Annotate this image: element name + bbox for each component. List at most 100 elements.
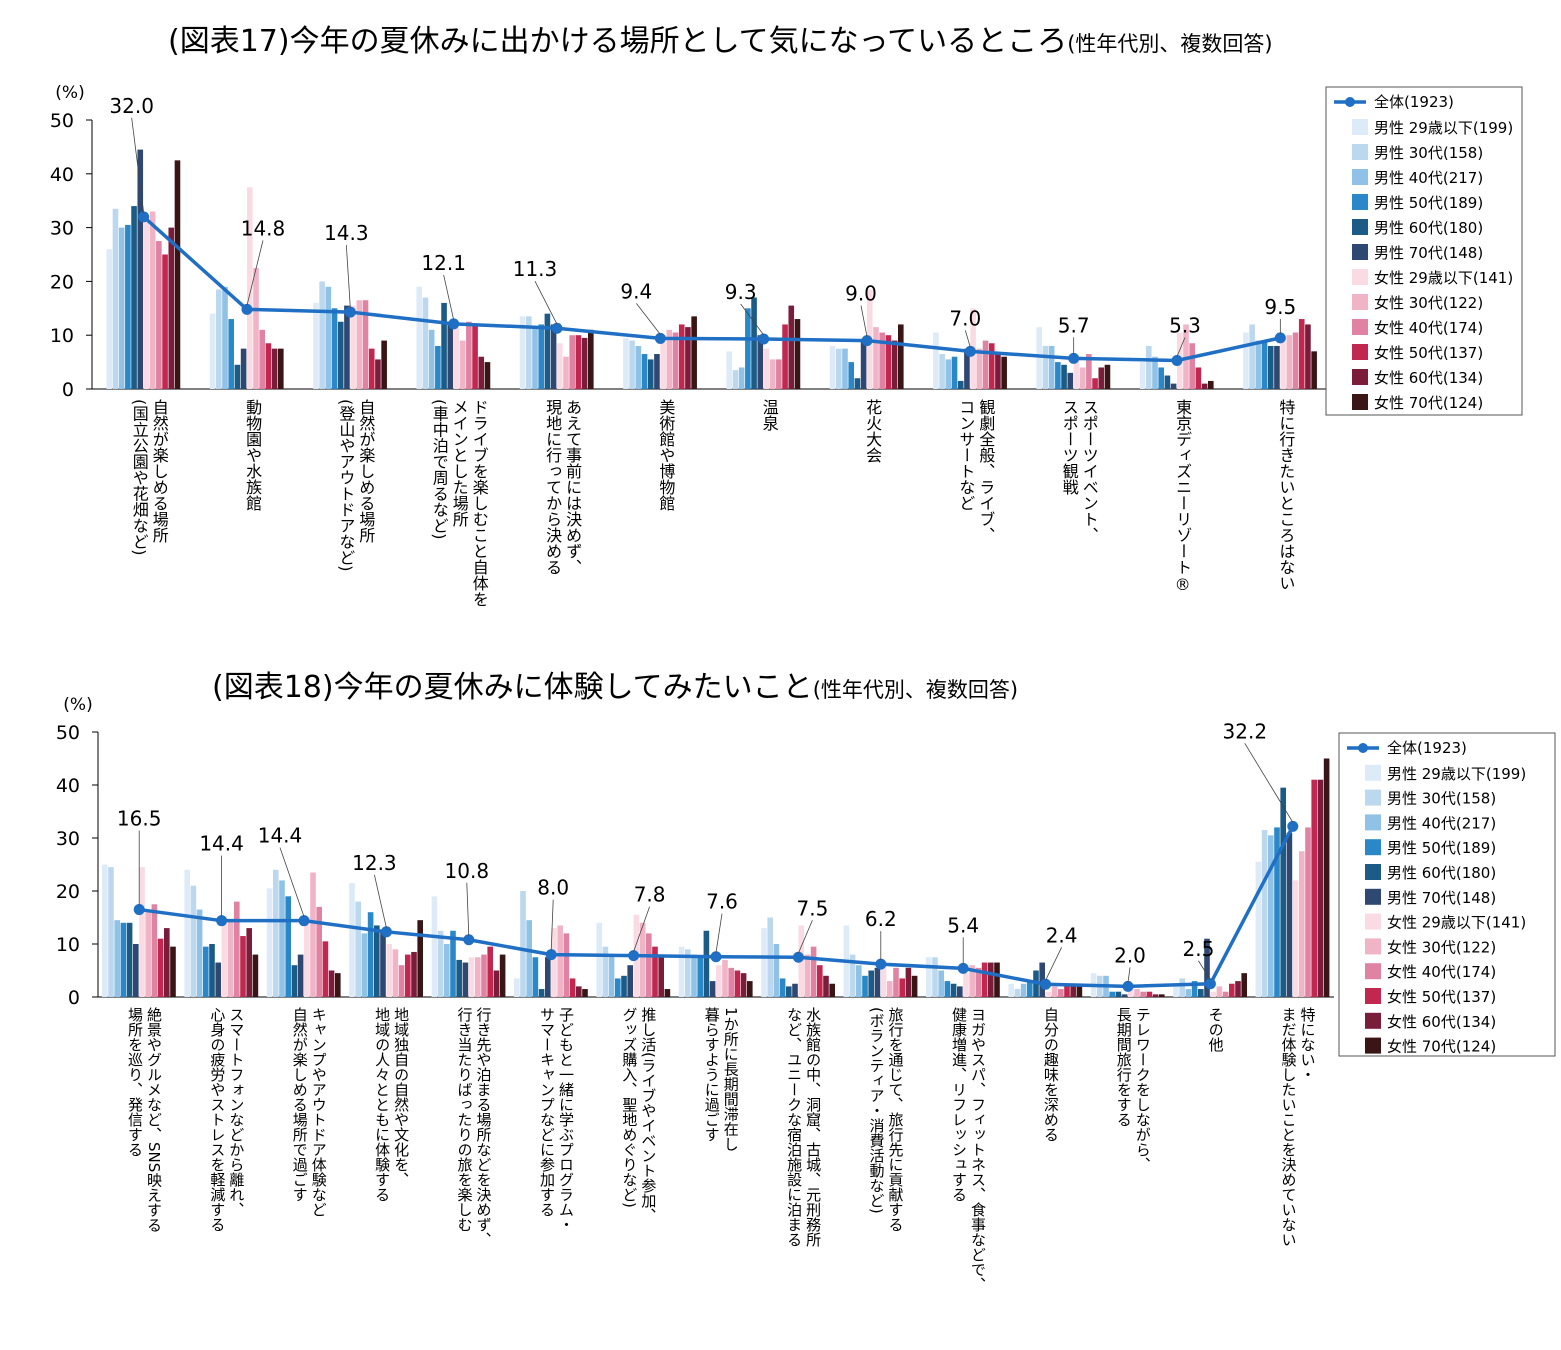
chart18-title: (図表18)今年の夏休みに体験してみたいこと(性年代別、複数回答) — [212, 662, 1018, 706]
chart17-bar — [629, 340, 635, 389]
chart18-bar — [240, 936, 246, 997]
chart17-legend-swatch — [1352, 394, 1368, 410]
chart18-bar — [926, 957, 932, 997]
chart18-bar — [709, 981, 716, 997]
chart18-bar — [1255, 861, 1262, 997]
chart18-bar — [1299, 851, 1305, 997]
chart18-category-label: 行き先や泊まる場所などを決めず、 — [475, 1007, 493, 1247]
chart18-leader-line — [374, 874, 387, 928]
chart18-bar — [468, 957, 475, 997]
chart18-plot: (%) 0 10 20 30 40 50 絶景やグルメなど、SNS映えする場所を巡り、発信する… — [56, 695, 1334, 1292]
chart17-total-point — [551, 322, 563, 334]
chart18-ytick-label: 50 — [56, 722, 80, 744]
chart18-bar — [722, 959, 728, 997]
chart17-bar — [265, 343, 272, 389]
chart17-legend-swatch — [1352, 169, 1368, 185]
chart17-bar — [435, 345, 441, 389]
chart18-bar — [133, 944, 139, 997]
chart18-bar — [190, 885, 197, 997]
chart18-bar — [950, 983, 957, 997]
chart17-bar — [1073, 356, 1080, 389]
chart17-legend-label: 男性 40代(217) — [1374, 169, 1483, 187]
chart17-category-label: 特に行きたいところはない — [1276, 399, 1295, 591]
chart17-legend-swatch — [1352, 294, 1368, 310]
chart17-legend-swatch — [1352, 219, 1368, 235]
chart18-bar — [664, 989, 671, 997]
chart17-legend-label: 女性 29歳以下(141) — [1374, 269, 1513, 287]
chart17-legend-label: 女性 50代(137) — [1374, 344, 1483, 362]
chart18-bar — [697, 957, 703, 997]
chart18-bar — [157, 938, 164, 997]
chart18-bar — [944, 981, 951, 997]
chart18-bar — [335, 973, 341, 997]
chart17-bar — [678, 324, 685, 389]
chart18-bar — [285, 896, 291, 997]
chart18-category-label: 地域独自の自然や文化を、 — [392, 1007, 410, 1187]
chart18-data-label: 2.5 — [1182, 937, 1214, 961]
chart18-total-point — [628, 950, 640, 962]
chart17-bar — [1280, 337, 1286, 389]
chart17-bar — [939, 354, 945, 389]
chart18-total-point — [710, 951, 722, 963]
chart18-bar — [322, 941, 329, 997]
chart17-bar — [466, 321, 472, 389]
chart18-bar — [1268, 835, 1274, 997]
chart17-bar — [757, 335, 764, 389]
chart17-bar — [782, 324, 788, 389]
chart17-data-label: 9.4 — [620, 279, 652, 303]
chart18-bar — [1185, 989, 1192, 997]
chart17-category-label: 東京ディズニーリゾート® — [1173, 399, 1192, 594]
chart17-bar — [447, 324, 454, 389]
chart17-bar — [319, 281, 325, 389]
chart18-bar — [170, 946, 176, 997]
chart17-total-point — [654, 332, 666, 344]
chart17-bar — [1274, 345, 1280, 389]
chart17-legend-swatch — [1352, 119, 1368, 135]
chart17-bar — [422, 297, 429, 389]
chart17-bar — [350, 305, 356, 389]
chart18-bar — [658, 957, 664, 997]
chart17-bar — [356, 300, 363, 389]
chart17-leader-line — [345, 245, 351, 309]
chart18-bar — [215, 962, 221, 997]
chart18-bar — [545, 957, 551, 997]
chart18-category-label: 行き当たりばったりの旅を楽しむ — [456, 1007, 474, 1232]
chart18-bar — [1216, 986, 1223, 997]
chart18-legend-swatch — [1365, 1037, 1381, 1054]
chart17-data-label: 7.0 — [949, 306, 981, 330]
chart17-total-point — [1274, 332, 1286, 344]
chart18-bar — [608, 954, 615, 997]
chart17-bar — [478, 356, 485, 389]
chart18-category-label: 自然が楽しめる場所で過ごす — [291, 1007, 309, 1202]
chart18-bar — [126, 922, 133, 997]
chart17-bar — [1292, 332, 1299, 389]
chart17-bar — [557, 343, 563, 389]
chart18-bar — [151, 904, 158, 997]
chart18-bar — [184, 869, 190, 997]
chart18-bar — [462, 962, 469, 997]
chart18-bar — [829, 983, 835, 997]
chart17-legend-swatch — [1352, 194, 1368, 210]
chart18-legend-swatch — [1365, 888, 1381, 905]
chart18-bar — [893, 967, 899, 997]
chart17-bar — [836, 348, 842, 389]
chart18-bar — [1014, 989, 1021, 997]
chart17-bar — [381, 340, 387, 389]
chart17-bar — [842, 348, 848, 389]
chart17-bar — [794, 319, 801, 389]
chart17-bar — [1255, 340, 1262, 389]
chart17-data-label: 9.3 — [725, 280, 757, 304]
chart17-bar — [745, 308, 751, 389]
chart17-total-point — [1068, 352, 1080, 364]
chart17-legend-box — [1325, 86, 1523, 416]
chart18-bar — [398, 965, 405, 997]
chart17-bar — [726, 351, 733, 389]
chart18-bar — [646, 933, 652, 997]
chart18-bar — [734, 970, 741, 997]
chart17-bar — [125, 224, 131, 389]
chart17-bar — [623, 337, 629, 389]
chart17-bar — [672, 332, 679, 389]
chart17-bar — [951, 356, 958, 389]
chart18-bar — [164, 928, 170, 997]
